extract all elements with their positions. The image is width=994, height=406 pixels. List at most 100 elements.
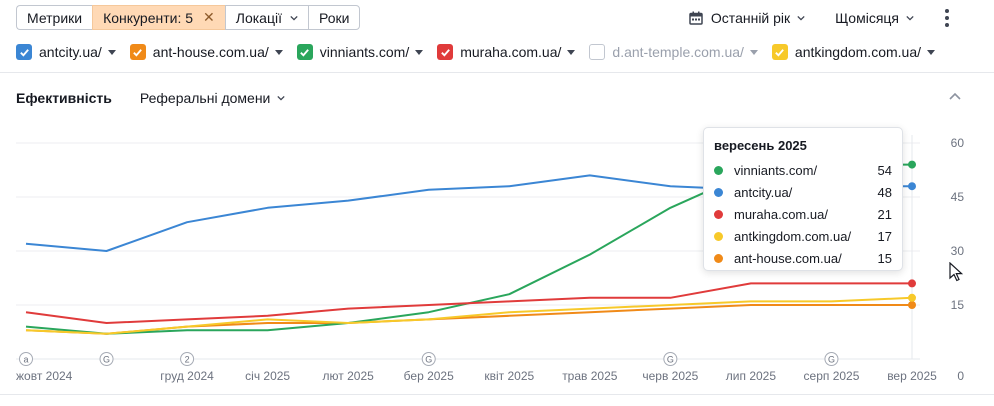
competitor-label: d.ant-temple.com.ua/	[612, 44, 744, 60]
tooltip-value: 48	[877, 184, 892, 200]
x-tick-label: черв 2025	[642, 369, 698, 383]
event-marker	[824, 352, 839, 366]
event-marker-label: G	[425, 355, 432, 365]
competitor-item[interactable]: d.ant-temple.com.ua/	[589, 44, 758, 60]
competitor-label: antcity.ua/	[39, 44, 102, 60]
caret-down-icon[interactable]	[749, 49, 758, 55]
event-marker	[19, 352, 33, 366]
event-marker	[421, 352, 436, 366]
granularity-label: Щомісяця	[835, 9, 899, 26]
calendar-icon	[689, 11, 703, 25]
competitor-item[interactable]: ant-house.com.ua/	[129, 44, 283, 60]
tab-locations[interactable]: Локації	[224, 5, 308, 30]
tooltip-row: muraha.com.ua/21	[714, 203, 892, 225]
tab-years-label: Роки	[318, 9, 350, 26]
series-dot-icon	[714, 209, 723, 219]
series-line	[25, 296, 913, 335]
check-icon	[133, 48, 143, 57]
event-marker-label: G	[828, 355, 835, 365]
x-tick-label: квіт 2025	[484, 369, 534, 383]
divider	[0, 72, 994, 73]
chevron-down-icon	[277, 95, 286, 101]
series-dot-icon	[714, 231, 723, 241]
event-marker-label: a	[23, 355, 28, 365]
y-tick-label: 15	[951, 298, 965, 312]
tooltip-label: vinniants.com/	[734, 162, 818, 178]
caret-down-icon[interactable]	[274, 49, 283, 55]
competitor-item[interactable]: muraha.com.ua/	[437, 44, 576, 60]
close-icon[interactable]: ✕	[203, 9, 215, 25]
tab-metrics[interactable]: Метрики	[16, 5, 93, 30]
series-dot-icon	[714, 187, 723, 197]
caret-down-icon[interactable]	[415, 49, 424, 55]
competitor-item[interactable]: vinniants.com/	[296, 44, 424, 60]
x-tick-label: жовт 2024	[16, 369, 73, 383]
caret-down-icon[interactable]	[927, 49, 935, 55]
chevron-down-icon	[906, 15, 914, 21]
tab-metrics-label: Метрики	[27, 9, 83, 26]
series-line	[25, 282, 912, 324]
checkbox[interactable]	[589, 44, 606, 60]
check-icon	[19, 48, 29, 57]
series-point	[908, 160, 916, 169]
caret-down-icon[interactable]	[567, 49, 576, 55]
series-point	[908, 279, 916, 288]
event-marker	[663, 352, 678, 366]
period-select[interactable]: Останній рік	[689, 10, 805, 26]
check-icon	[775, 48, 785, 57]
check-icon	[440, 48, 450, 57]
chevron-up-icon[interactable]	[948, 90, 962, 104]
section-header: Ефективність Реферальні домени	[16, 90, 286, 106]
y-tick-label: 30	[951, 244, 965, 258]
series-point	[908, 182, 916, 191]
tab-locations-label: Локації	[235, 9, 282, 26]
tooltip-row: ant-house.com.ua/15	[714, 247, 892, 269]
x-tick-label: лип 2025	[726, 369, 777, 383]
check-icon	[300, 48, 310, 57]
tooltip-row: vinniants.com/54	[714, 159, 892, 181]
competitor-item[interactable]: antcity.ua/	[16, 44, 116, 60]
competitor-list: antcity.ua/ant-house.com.ua/vinniants.co…	[16, 42, 949, 62]
competitor-label: vinniants.com/	[319, 44, 410, 60]
metric-select[interactable]: Реферальні домени	[140, 90, 286, 106]
x-tick-label: січ 2025	[245, 369, 290, 383]
checkbox[interactable]	[16, 44, 32, 60]
x-tick-label: груд 2024	[160, 369, 214, 383]
right-controls: Останній рік Щомісяця	[689, 5, 994, 30]
y-tick-label: 45	[951, 190, 965, 204]
cursor-icon	[949, 262, 963, 282]
checkbox[interactable]	[437, 44, 454, 60]
tab-competitors[interactable]: Конкуренти: 5 ✕	[92, 5, 225, 30]
tooltip-row: antcity.ua/48	[714, 181, 892, 203]
toolbar: Метрики Конкуренти: 5 ✕ Локації Роки	[16, 5, 361, 30]
series-point	[908, 293, 916, 302]
tooltip-label: antkingdom.com.ua/	[734, 228, 852, 244]
y-tick-label: 0	[957, 369, 964, 383]
tooltip-label: muraha.com.ua/	[734, 206, 828, 222]
checkbox[interactable]	[296, 44, 313, 60]
tab-years[interactable]: Роки	[307, 5, 361, 30]
caret-down-icon[interactable]	[107, 49, 116, 55]
event-marker	[180, 352, 195, 366]
competitor-label: muraha.com.ua/	[460, 44, 562, 60]
event-marker-label: G	[103, 355, 110, 365]
more-options-icon[interactable]	[934, 5, 960, 30]
series-point	[908, 301, 916, 309]
tooltip-value: 21	[877, 206, 892, 222]
competitor-item[interactable]: antkingdom.com.ua/	[771, 44, 935, 60]
y-tick-label: 60	[951, 136, 965, 150]
chevron-down-icon	[290, 15, 298, 21]
divider	[0, 394, 994, 395]
tooltip-row: antkingdom.com.ua/17	[714, 225, 892, 247]
event-marker	[99, 352, 114, 366]
event-marker-label: G	[667, 355, 674, 365]
chart-tooltip: вересень 2025 vinniants.com/54 antcity.ua…	[703, 127, 903, 271]
metric-label: Реферальні домени	[139, 90, 271, 106]
tooltip-label: antcity.ua/	[734, 184, 793, 200]
checkbox[interactable]	[129, 44, 146, 60]
tooltip-label: ant-house.com.ua/	[734, 250, 842, 266]
checkbox[interactable]	[771, 44, 788, 60]
granularity-select[interactable]: Щомісяця	[835, 10, 914, 26]
series-dot-icon	[714, 165, 723, 175]
period-label: Останній рік	[710, 9, 791, 26]
